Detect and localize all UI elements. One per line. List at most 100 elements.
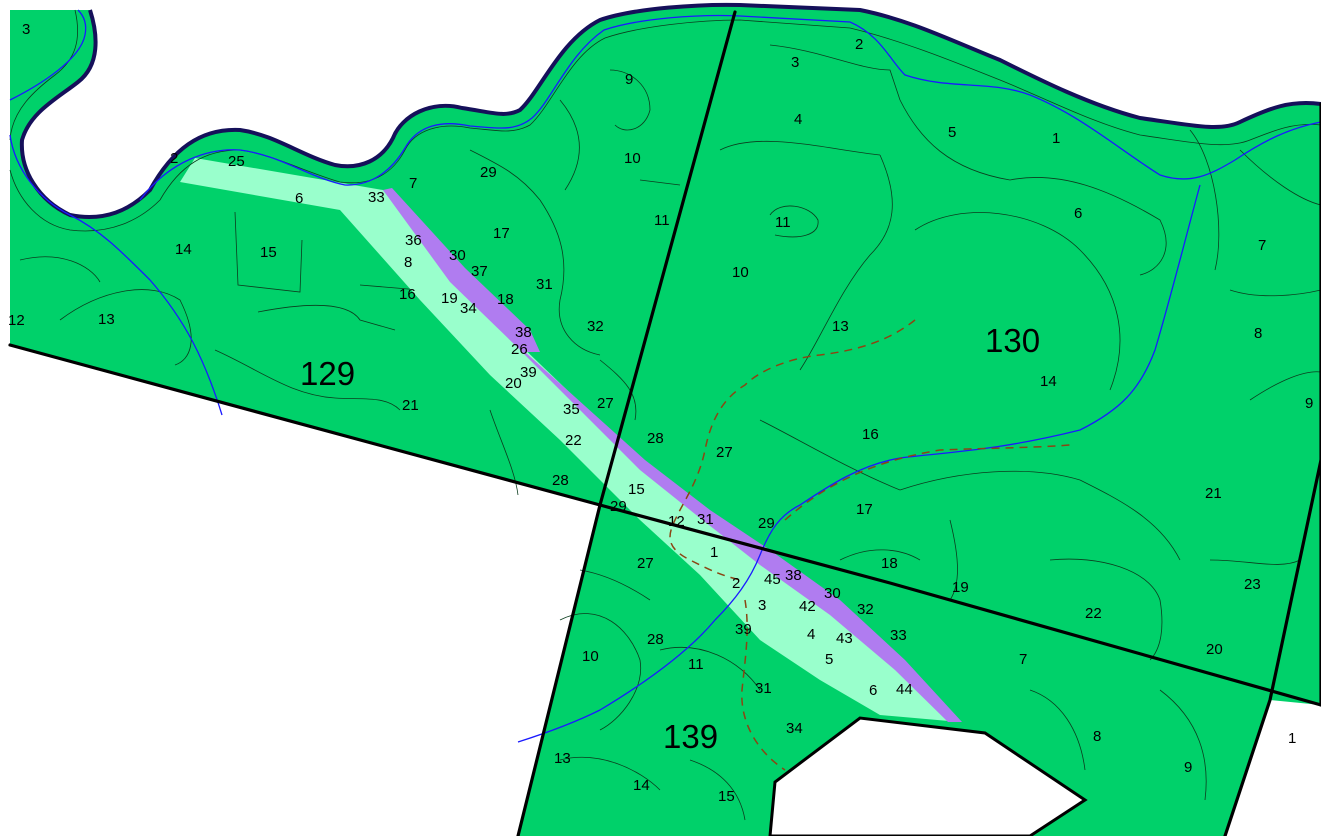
subcompartment-label: 28 xyxy=(552,472,569,489)
subcompartment-label: 9 xyxy=(1184,759,1192,776)
subcompartment-label: 11 xyxy=(688,656,704,673)
subcompartment-label: 31 xyxy=(755,680,772,697)
block-boundaries xyxy=(8,10,1321,836)
subcompartment-label: 39 xyxy=(735,621,752,638)
subcompartment-label: 23 xyxy=(1244,576,1261,593)
subcompartment-label: 13 xyxy=(554,750,571,767)
subcompartment-label: 4 xyxy=(807,626,815,643)
subcompartment-label: 15 xyxy=(718,788,735,805)
subcompartment-label: 5 xyxy=(825,651,833,668)
subcompartment-label: 22 xyxy=(1085,605,1102,622)
subcompartment-label: 21 xyxy=(402,397,419,414)
labels-block-130: 2 3 4 5 1 6 11 10 7 13 8 14 9 16 28 27 1… xyxy=(628,36,1313,658)
subcompartment-label: 29 xyxy=(610,498,627,515)
subcompartment-label: 35 xyxy=(563,401,580,418)
clearing xyxy=(768,716,1088,836)
block-labels: 129 130 139 xyxy=(300,322,1040,755)
subcompartment-label: 29 xyxy=(480,164,497,181)
forest-fill xyxy=(10,4,1321,836)
subcompartment-label: 25 xyxy=(228,153,245,170)
subcompartment-label: 21 xyxy=(1205,485,1222,502)
subcompartment-label: 33 xyxy=(890,627,907,644)
corridor-fill xyxy=(180,158,960,722)
subcompartment-label: 32 xyxy=(857,601,874,618)
subcompartment-label: 26 xyxy=(511,341,528,358)
subcompartment-label: 2 xyxy=(855,36,863,53)
subcompartment-label: 43 xyxy=(836,630,853,647)
subcompartment-label: 17 xyxy=(856,501,873,518)
subcompartment-label: 1 xyxy=(1288,730,1296,747)
subcompartment-label: 6 xyxy=(1074,205,1082,222)
subcompartment-label: 27 xyxy=(637,555,654,572)
subcompartment-label: 18 xyxy=(881,555,898,572)
coastline-inner xyxy=(9,9,1321,232)
block-label-129: 129 xyxy=(300,355,355,392)
subcompartment-label: 3 xyxy=(758,597,766,614)
subcompartment-label: 30 xyxy=(824,585,841,602)
subcompartment-label: 14 xyxy=(1040,373,1057,390)
subcompartment-label: 17 xyxy=(493,225,510,242)
subcompartment-label: 44 xyxy=(896,681,913,698)
subcompartment-label: 34 xyxy=(786,720,803,737)
road-corridor xyxy=(180,158,962,722)
subcompartment-label: 19 xyxy=(441,290,458,307)
subcompartment-label: 28 xyxy=(647,430,664,447)
subcompartment-label: 13 xyxy=(832,318,849,335)
subcompartment-label: 1 xyxy=(710,544,718,561)
subcompartment-label: 34 xyxy=(460,300,477,317)
subcompartment-label: 9 xyxy=(625,71,633,88)
corridor-edge xyxy=(383,188,962,722)
block-label-130: 130 xyxy=(985,322,1040,359)
subcompartment-label: 3 xyxy=(22,21,30,38)
subcompartment-label: 22 xyxy=(565,432,582,449)
subcompartment-label: 15 xyxy=(628,481,645,498)
trail xyxy=(669,319,1071,771)
block-label-139: 139 xyxy=(663,718,718,755)
subcompartment-label: 13 xyxy=(98,311,115,328)
subcompartment-label: 30 xyxy=(449,247,466,264)
forest-area xyxy=(10,4,1321,836)
subcompartment-label: 8 xyxy=(404,254,412,271)
subcompartment-label: 7 xyxy=(1258,237,1266,254)
subcompartment-label: 37 xyxy=(471,263,488,280)
subcompartment-label: 7 xyxy=(1019,651,1027,668)
subcompartment-label: 14 xyxy=(175,241,192,258)
subcompartment-label: 6 xyxy=(295,190,303,207)
subcompartment-label: 20 xyxy=(1206,641,1223,658)
subcompartment-label: 33 xyxy=(368,189,385,206)
subcompartment-label: 16 xyxy=(862,426,879,443)
subcompartment-label: 36 xyxy=(405,232,422,249)
subcompartment-label: 1 xyxy=(1052,130,1060,147)
streams xyxy=(9,9,1321,743)
subcompartment-label: 45 xyxy=(764,571,781,588)
subcompartment-label: 11 xyxy=(654,212,670,229)
subcompartment-label: 9 xyxy=(1305,395,1313,412)
subcompartment-label: 20 xyxy=(505,375,522,392)
labels-block-129: 3 2 25 6 33 7 29 14 15 36 8 16 30 37 19 … xyxy=(8,21,670,489)
subcompartment-label: 8 xyxy=(1093,728,1101,745)
subcompartment-label: 10 xyxy=(624,150,641,167)
subcompartment-label: 16 xyxy=(399,286,416,303)
subcompartment-label: 14 xyxy=(633,777,650,794)
subcompartment-label: 5 xyxy=(948,124,956,141)
subcompartment-label: 27 xyxy=(597,395,614,412)
subcompartment-label: 3 xyxy=(791,54,799,71)
subcompartment-label: 2 xyxy=(732,575,740,592)
subcompartment-label: 32 xyxy=(587,318,604,335)
subcompartment-label: 10 xyxy=(582,648,599,665)
subcompartment-label: 31 xyxy=(697,511,714,528)
subcompartment-label: 29 xyxy=(758,515,775,532)
labels-block-139: 29 1 27 2 45 38 30 32 3 42 39 4 43 33 10… xyxy=(554,498,1296,805)
subcompartment-label: 15 xyxy=(260,244,277,261)
subcompartment-label: 12 xyxy=(8,312,25,329)
subcompartment-label: 11 xyxy=(775,214,791,231)
subcompartment-label: 39 xyxy=(520,364,537,381)
subcompartment-label: 12 xyxy=(668,513,685,530)
subcompartment-label: 10 xyxy=(732,264,749,281)
subcompartment-label: 19 xyxy=(952,579,969,596)
subcompartment-label: 8 xyxy=(1254,325,1262,342)
subcompartment-label: 38 xyxy=(515,324,532,341)
subcompartment-label: 38 xyxy=(785,567,802,584)
subcompartment-label: 2 xyxy=(170,150,178,167)
